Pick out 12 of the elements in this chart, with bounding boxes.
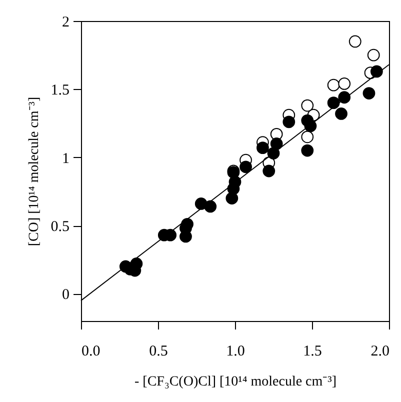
x-tick-label: 1.5	[303, 344, 322, 360]
y-tick-label: 1.5	[50, 82, 70, 99]
x-tick-label: 2.0	[370, 344, 390, 360]
y-tick-label: 0	[62, 287, 70, 304]
x-tick-label: 0.5	[149, 344, 168, 360]
y-tick-label: 0.5	[50, 219, 70, 236]
x-axis-title: - [CF₃C(O)Cl] [10¹⁴ molecule cm⁻³]	[134, 374, 337, 390]
x-tick-label: 1.0	[226, 344, 245, 360]
y-tick-label: 2	[62, 14, 70, 30]
y-axis-title: [CO] [10¹⁴ molecule cm⁻³]	[26, 96, 42, 246]
x-tick-label: 0.0	[82, 344, 100, 360]
y-tick-label: 1	[62, 150, 70, 167]
